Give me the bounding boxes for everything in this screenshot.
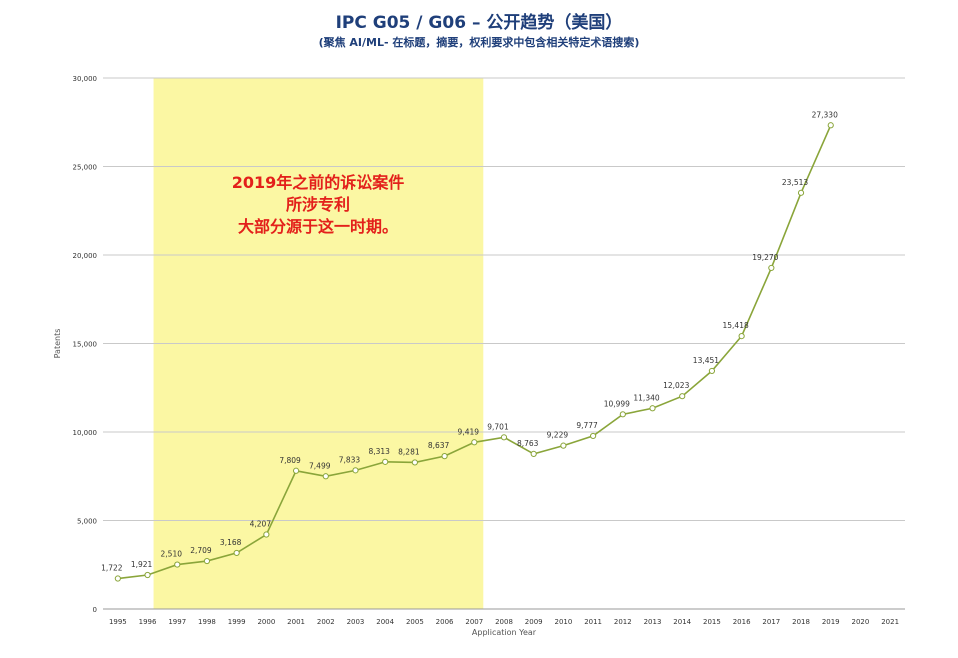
data-point <box>263 531 270 538</box>
x-tick-label: 2013 <box>644 618 662 626</box>
chart-title: IPC G05 / G06 – 公开趋势（美国） <box>335 13 623 33</box>
data-point <box>530 450 537 457</box>
x-tick-label: 2005 <box>406 618 424 626</box>
x-axis-title: Application Year <box>472 628 537 637</box>
data-label: 3,168 <box>220 538 242 547</box>
x-tick-label: 2011 <box>584 618 602 626</box>
x-tick-label: 2006 <box>436 618 454 626</box>
x-tick-label: 1998 <box>198 618 216 626</box>
annotation-line: 所涉专利 <box>286 195 350 214</box>
x-tick-label: 2010 <box>554 618 572 626</box>
x-tick-label: 2007 <box>465 618 483 626</box>
y-axis-title: Patents <box>53 329 62 359</box>
data-point <box>827 122 834 129</box>
data-label: 8,763 <box>517 439 539 448</box>
x-tick-label: 2014 <box>673 618 691 626</box>
data-point <box>768 264 775 272</box>
x-tick-label: 2009 <box>525 618 543 626</box>
data-label: 7,499 <box>309 461 331 470</box>
data-label: 9,777 <box>576 421 598 430</box>
x-tick-label: 2021 <box>881 618 899 626</box>
x-tick-label: 2012 <box>614 618 632 626</box>
y-tick-label: 0 <box>93 606 97 614</box>
data-point <box>144 571 151 579</box>
x-tick-label: 2004 <box>376 618 394 626</box>
y-tick-label: 10,000 <box>73 429 98 437</box>
data-label: 2,510 <box>161 550 183 559</box>
data-point <box>382 458 389 465</box>
x-tick-label: 2008 <box>495 618 513 626</box>
data-label: 15,418 <box>723 321 749 330</box>
x-tick-label: 2000 <box>257 618 275 626</box>
x-tick-label: 2001 <box>287 618 305 626</box>
chart-subtitle: (聚焦 AI/ML- 在标题，摘要，权利要求中包含相关特定术语搜索) <box>318 36 640 49</box>
data-label: 2,709 <box>190 546 212 555</box>
data-label: 12,023 <box>663 381 689 390</box>
data-label: 13,451 <box>693 356 719 365</box>
x-tick-label: 2020 <box>852 618 870 626</box>
data-point <box>292 467 300 474</box>
x-tick-label: 1999 <box>228 618 246 626</box>
x-tick-label: 2018 <box>792 618 810 626</box>
annotation-line: 大部分源于这一时期。 <box>238 217 398 236</box>
data-label: 1,921 <box>131 560 153 569</box>
data-label: 7,809 <box>279 456 301 465</box>
y-tick-label: 5,000 <box>77 518 97 526</box>
x-tick-label: 2016 <box>733 618 751 626</box>
data-label: 10,999 <box>604 399 630 408</box>
x-tick-label: 2015 <box>703 618 721 626</box>
data-label: 8,313 <box>368 447 390 456</box>
data-point <box>649 405 656 412</box>
data-point <box>114 575 121 582</box>
data-point <box>471 439 478 446</box>
data-point <box>352 467 359 474</box>
data-label: 8,281 <box>398 447 420 456</box>
data-label: 1,722 <box>101 564 123 573</box>
data-point <box>590 432 597 440</box>
data-label: 8,637 <box>428 441 450 450</box>
data-label: 7,833 <box>339 455 361 464</box>
data-label: 11,340 <box>633 393 659 402</box>
data-point <box>560 442 567 449</box>
data-label: 9,229 <box>547 431 569 440</box>
data-point <box>797 189 805 196</box>
data-point <box>322 473 329 480</box>
data-point <box>619 411 626 418</box>
y-tick-label: 20,000 <box>73 252 98 260</box>
x-tick-label: 1995 <box>109 618 127 626</box>
data-point <box>441 453 448 460</box>
data-point <box>738 333 745 340</box>
annotation-line: 2019年之前的诉讼案件 <box>232 173 405 192</box>
x-tick-label: 1996 <box>139 618 157 626</box>
data-label: 27,330 <box>812 110 838 119</box>
data-label: 9,701 <box>487 422 509 431</box>
data-point <box>679 393 686 400</box>
y-tick-label: 30,000 <box>73 75 98 83</box>
x-tick-label: 2017 <box>762 618 780 626</box>
data-point <box>233 549 240 557</box>
x-tick-label: 2003 <box>347 618 365 626</box>
data-point <box>411 459 418 466</box>
data-label: 4,207 <box>250 520 272 529</box>
data-point <box>174 561 181 568</box>
data-label: 19,270 <box>752 253 778 262</box>
data-label: 9,419 <box>458 427 480 436</box>
y-tick-label: 25,000 <box>73 164 98 172</box>
x-tick-label: 2002 <box>317 618 335 626</box>
data-point <box>708 367 716 375</box>
y-tick-label: 15,000 <box>73 341 98 349</box>
x-tick-label: 2019 <box>822 618 840 626</box>
data-label: 23,513 <box>782 178 808 187</box>
x-tick-label: 1997 <box>168 618 186 626</box>
data-point <box>203 557 211 565</box>
data-point <box>500 434 508 441</box>
